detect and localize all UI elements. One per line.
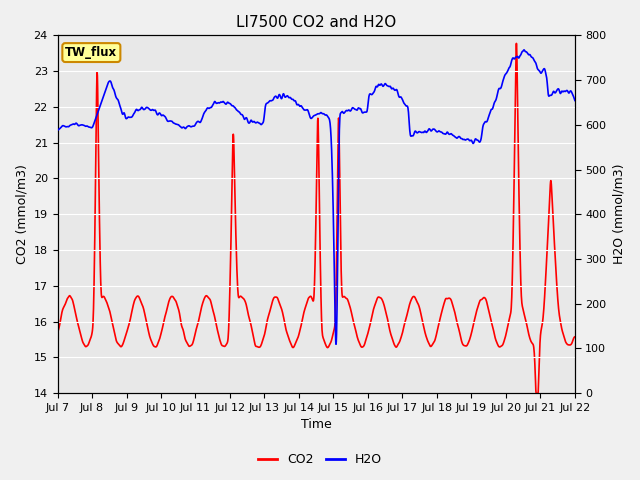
X-axis label: Time: Time (301, 419, 332, 432)
Y-axis label: CO2 (mmol/m3): CO2 (mmol/m3) (15, 164, 28, 264)
Y-axis label: H2O (mmol/m3): H2O (mmol/m3) (612, 164, 625, 264)
Text: TW_flux: TW_flux (65, 46, 117, 59)
Title: LI7500 CO2 and H2O: LI7500 CO2 and H2O (236, 15, 396, 30)
Legend: CO2, H2O: CO2, H2O (253, 448, 387, 471)
